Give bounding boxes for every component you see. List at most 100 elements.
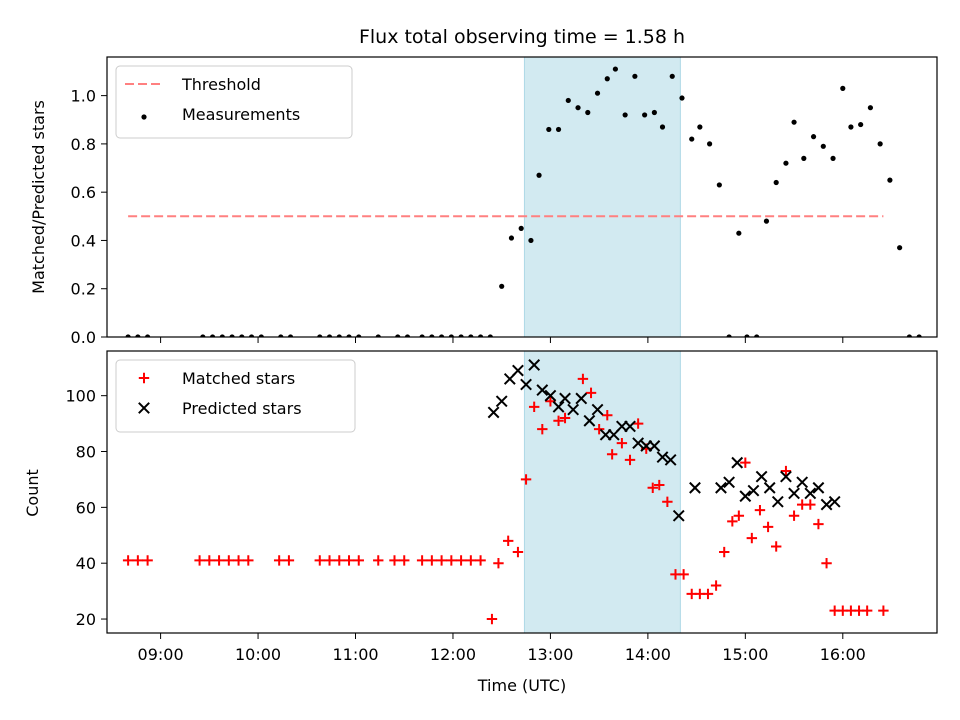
- matched-star-point: [334, 555, 345, 566]
- matched-star-point: [537, 423, 548, 435]
- matched-star-point: [733, 510, 745, 521]
- predicted-star-point: [755, 470, 768, 483]
- matched-star-point: [502, 535, 514, 547]
- measurement-point: [916, 334, 922, 337]
- predicted-star-point: [495, 395, 508, 408]
- measurement-point: [508, 235, 515, 241]
- legend-box: [115, 359, 356, 433]
- predicted-star-point: [559, 392, 571, 405]
- matched-star-point: [647, 482, 658, 494]
- matched-star-point: [805, 499, 816, 510]
- legend-box: [115, 65, 353, 139]
- measurement-point: [346, 334, 352, 337]
- measurement-point: [239, 334, 245, 337]
- measurement-point: [477, 334, 484, 337]
- matched-star-point: [213, 555, 225, 566]
- measurement-point: [248, 334, 255, 337]
- predicted-star-point: [512, 364, 524, 377]
- matched-star-point: [528, 401, 540, 413]
- measurement-point: [448, 334, 454, 337]
- measurement-point: [145, 334, 151, 337]
- matched-star-point: [780, 465, 792, 477]
- x-tick-label: 15:00: [722, 645, 768, 664]
- measurement-point: [906, 334, 912, 337]
- matched-star-point: [353, 555, 364, 566]
- predicted-star-point: [723, 476, 736, 489]
- measurement-point: [375, 334, 381, 337]
- matched-star-point: [559, 412, 571, 424]
- y-tick-label: 0.4: [71, 231, 96, 250]
- measurement-point: [763, 218, 770, 224]
- matched-star-point: [740, 457, 751, 468]
- measurement-point: [877, 141, 883, 147]
- matched-star-point: [324, 555, 335, 566]
- predicted-star-point: [788, 487, 800, 500]
- measurement-point: [336, 334, 342, 337]
- measurement-point: [830, 155, 836, 161]
- matched-star-point: [465, 555, 477, 566]
- y-tick-label: 0.8: [71, 135, 96, 154]
- measurement-point: [659, 124, 666, 130]
- predicted-star-point: [567, 403, 580, 416]
- matched-star-point: [861, 605, 873, 616]
- measurement-point: [697, 124, 703, 130]
- matched-star-point: [446, 555, 457, 566]
- measurement-point: [326, 334, 333, 337]
- measurement-point: [726, 334, 732, 337]
- x-tick-label: 16:00: [820, 645, 866, 664]
- measurement-point: [518, 225, 524, 231]
- matched-star-point: [486, 613, 498, 625]
- matched-star-point: [373, 555, 384, 566]
- predicted-star-point: [796, 476, 809, 489]
- measurement-point: [604, 76, 610, 82]
- matched-star-point: [122, 555, 134, 566]
- predicted-star-point: [656, 451, 669, 464]
- y-tick-label: 0.0: [71, 328, 96, 347]
- matched-star-point: [585, 387, 597, 399]
- matched-star-point: [142, 555, 153, 566]
- predicted-star-point: [731, 456, 744, 469]
- legend-label: Matched stars: [182, 369, 295, 388]
- x-tick-label: 11:00: [332, 645, 378, 664]
- matched-star-point: [475, 555, 486, 566]
- measurement-point: [429, 334, 435, 337]
- measurement-point: [669, 73, 675, 79]
- observing-window-span: [523, 57, 681, 337]
- legend-label: Measurements: [182, 105, 300, 124]
- legend-label: Threshold: [181, 75, 261, 94]
- matched-star-point: [616, 437, 628, 449]
- measurement-point: [487, 334, 493, 337]
- predicted-star-point: [672, 509, 685, 522]
- matched-star-point: [770, 541, 782, 552]
- predicted-star-point: [544, 389, 557, 402]
- measurement-point: [555, 126, 562, 133]
- matched-star-point: [194, 555, 205, 566]
- plot-frame: [106, 350, 938, 634]
- y-tick-label: 0.2: [71, 280, 96, 299]
- y-tick-label: 0.6: [71, 183, 96, 202]
- matched-star-point: [343, 555, 355, 566]
- measurement-point: [575, 105, 581, 111]
- predicted-star-point: [689, 481, 701, 494]
- matched-star-point: [632, 418, 644, 429]
- measurement-point: [689, 136, 695, 142]
- y-tick-label: 40: [76, 554, 96, 573]
- y-tick-label: 20: [76, 610, 96, 629]
- predicted-star-point: [528, 359, 541, 371]
- plot-area: [125, 57, 922, 337]
- matched-star-point: [223, 555, 235, 566]
- legend-predicted-swatch: [138, 402, 150, 414]
- predicted-star-point: [575, 392, 588, 405]
- measurement-point: [419, 334, 425, 337]
- measurement-point: [858, 121, 864, 128]
- x-tick-label: 09:00: [138, 645, 184, 664]
- predicted-star-point: [771, 495, 784, 508]
- panel-counts: 20 40 60 80 100 09:00 10:00 11:00 12:00 13:00 14:0…: [65, 350, 938, 664]
- measurement-point: [258, 334, 264, 337]
- measurement-point: [632, 73, 638, 79]
- matched-star-point: [512, 546, 524, 558]
- y-tick-label: 100: [65, 387, 96, 406]
- measurement-point: [612, 66, 618, 72]
- measurement-point: [754, 334, 760, 337]
